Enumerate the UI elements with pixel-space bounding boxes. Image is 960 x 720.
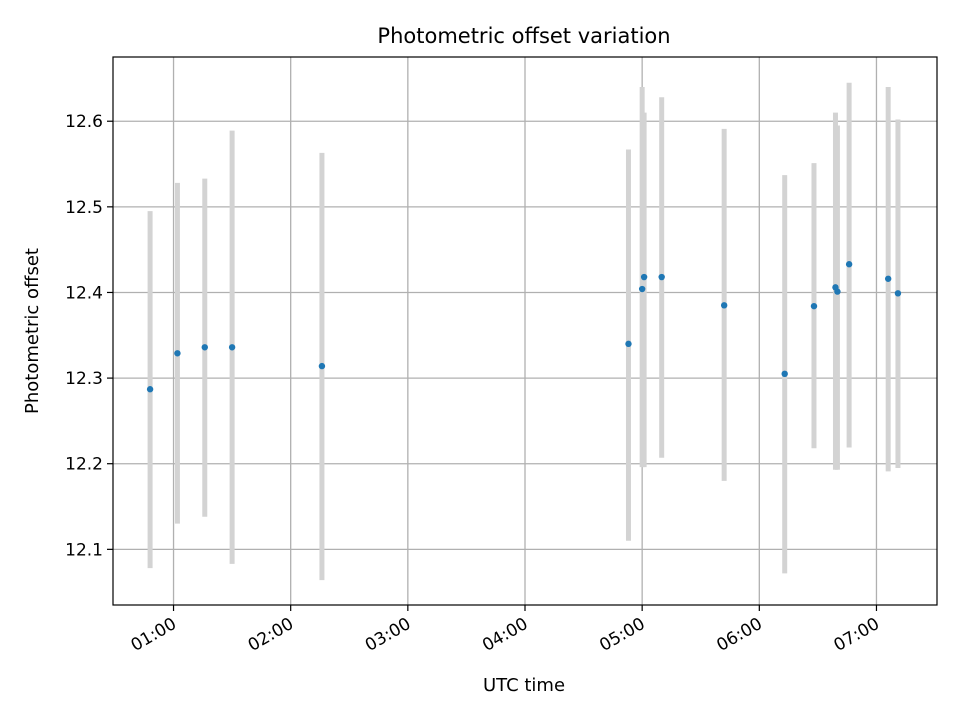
y-tick-label: 12.5 (65, 198, 103, 218)
grid (113, 57, 937, 605)
data-point (845, 261, 853, 268)
data-point (810, 302, 818, 310)
y-tick-label: 12.4 (65, 283, 103, 303)
data-point (640, 273, 648, 281)
data-point (884, 275, 892, 282)
data-point (228, 344, 236, 351)
data-points (146, 261, 902, 393)
y-tick-label: 12.1 (65, 540, 103, 560)
data-point (781, 370, 788, 378)
x-axis-title: UTC time (483, 675, 565, 696)
data-point (720, 302, 728, 309)
y-tick-label: 12.3 (65, 369, 103, 389)
y-tick-label: 12.6 (65, 112, 103, 132)
data-point (658, 273, 665, 281)
data-point (625, 340, 632, 348)
data-point (638, 285, 646, 293)
y-axis-title: Photometric offset (22, 248, 43, 414)
chart-title: Photometric offset variation (377, 24, 670, 48)
data-point (201, 344, 208, 351)
data-point (174, 350, 181, 357)
data-point (318, 362, 326, 370)
data-point (894, 290, 902, 297)
y-axis-ticks: 12.1 12.2 12.3 12.4 12.5 12.6 (65, 112, 113, 560)
data-point (834, 288, 841, 295)
data-point (146, 386, 154, 393)
y-tick-label: 12.2 (65, 455, 103, 475)
